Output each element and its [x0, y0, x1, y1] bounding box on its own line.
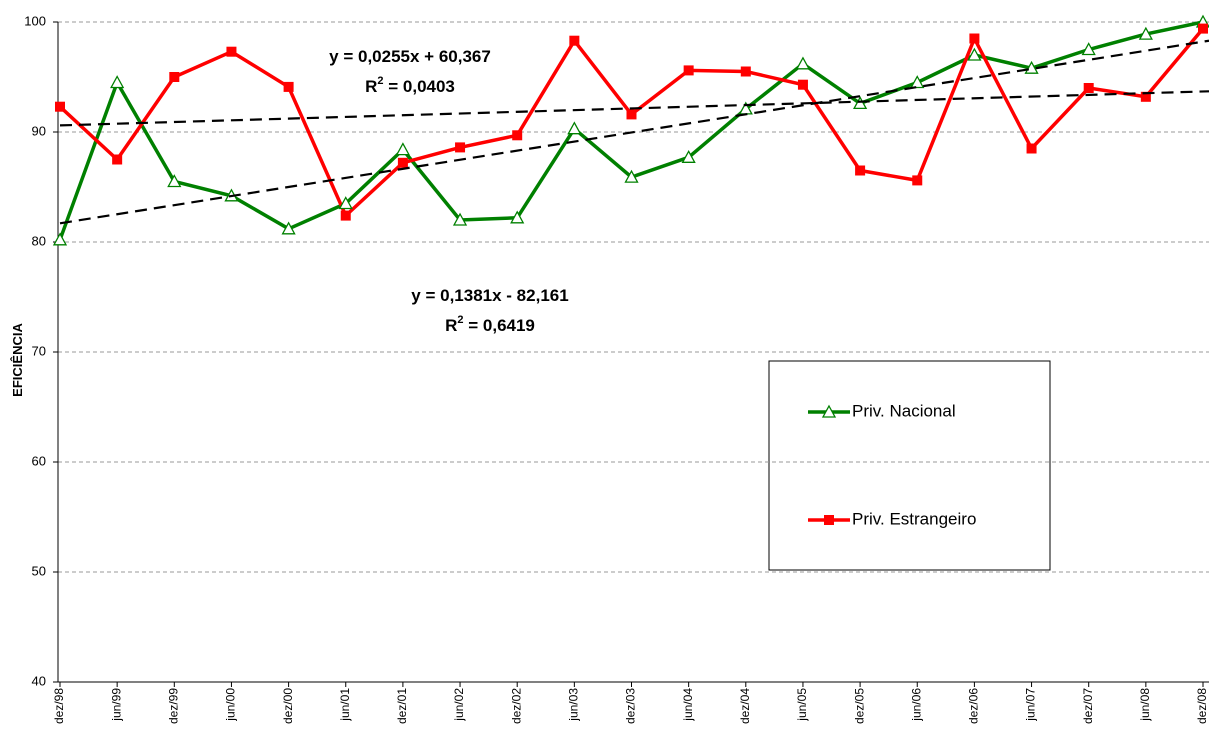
legend-marker	[821, 404, 837, 418]
r2-text: = 0,6419	[464, 316, 535, 335]
x-tick-label: jun/05	[795, 688, 809, 722]
trend-r2: R2 = 0,0403	[365, 75, 455, 96]
x-tick-label: jun/04	[681, 688, 695, 722]
x-tick-label: dez/01	[395, 688, 409, 724]
data-point	[912, 175, 923, 186]
legend-label: Priv. Estrangeiro	[852, 509, 976, 528]
data-point	[740, 66, 751, 77]
data-point	[1138, 26, 1153, 40]
data-point	[455, 142, 466, 153]
data-point	[569, 35, 580, 46]
x-tick-label: jun/06	[909, 688, 923, 722]
data-point	[340, 210, 351, 221]
data-point	[795, 56, 811, 70]
trend-r2: R2 = 0,6419	[445, 314, 535, 335]
x-tick-label: jun/03	[567, 688, 581, 722]
y-tick-label: 90	[32, 123, 46, 138]
trendline	[59, 90, 1209, 127]
data-point	[1026, 143, 1037, 154]
data-point	[567, 121, 582, 135]
data-point	[112, 154, 123, 165]
data-point	[969, 33, 980, 44]
x-tick-label: dez/06	[967, 688, 981, 724]
y-tick-label: 70	[32, 343, 46, 358]
y-tick-label: 100	[24, 13, 46, 28]
data-point	[226, 46, 237, 57]
data-point	[1198, 23, 1208, 34]
y-tick-label: 80	[32, 233, 46, 248]
x-tick-label: jun/02	[452, 688, 466, 722]
data-point	[510, 210, 525, 224]
x-tick-label: dez/99	[166, 688, 180, 724]
data-point	[910, 75, 925, 89]
legend-box	[768, 360, 1051, 571]
data-point	[52, 232, 68, 246]
trend-equation: y = 0,0255x + 60,367	[329, 47, 491, 66]
legend-marker	[824, 515, 834, 525]
data-point	[967, 47, 982, 61]
r2-prefix: R	[365, 77, 377, 96]
x-tick-label: dez/07	[1081, 688, 1095, 724]
x-tick-label: dez/04	[738, 688, 752, 724]
data-point	[855, 165, 866, 176]
r2-sup: 2	[377, 75, 383, 87]
r2-prefix: R	[445, 316, 457, 335]
data-point	[1140, 91, 1151, 102]
data-point	[283, 81, 294, 92]
x-tick-label: dez/05	[852, 688, 866, 724]
x-tick-label: jun/99	[109, 688, 123, 722]
x-tick-label: jun/07	[1024, 688, 1038, 722]
data-point	[683, 65, 694, 76]
y-tick-label: 60	[32, 453, 46, 468]
y-tick-label: 50	[32, 563, 46, 578]
r2-text: = 0,0403	[384, 77, 455, 96]
data-point	[110, 75, 125, 89]
x-tick-label: dez/02	[509, 688, 523, 724]
data-point	[853, 96, 868, 110]
data-point	[1081, 42, 1096, 56]
legend-label: Priv. Nacional	[852, 401, 956, 420]
trend-equation: y = 0,1381x - 82,161	[411, 286, 568, 305]
data-point	[624, 169, 639, 183]
data-point	[338, 196, 353, 210]
data-point	[395, 142, 410, 156]
trendline	[59, 39, 1209, 225]
r2-sup: 2	[457, 314, 463, 326]
x-tick-label: dez/08	[1195, 688, 1209, 724]
data-point	[626, 109, 637, 120]
data-point	[397, 157, 408, 168]
data-point	[55, 101, 65, 112]
data-point	[167, 174, 182, 188]
data-point	[452, 212, 468, 226]
data-point	[512, 130, 523, 141]
x-tick-label: jun/01	[338, 688, 352, 722]
x-tick-label: jun/08	[1138, 688, 1152, 722]
x-tick-label: dez/00	[281, 688, 295, 724]
y-tick-label: 40	[32, 673, 46, 688]
x-tick-label: dez/03	[624, 688, 638, 724]
y-axis-label: EFICIÊNCIA	[10, 323, 25, 397]
x-tick-label: dez/98	[52, 688, 66, 724]
data-point	[169, 72, 180, 82]
data-point	[1083, 83, 1094, 93]
data-point	[281, 221, 296, 235]
x-tick-label: jun/00	[224, 688, 238, 722]
data-point	[797, 79, 808, 90]
data-point	[681, 149, 696, 163]
